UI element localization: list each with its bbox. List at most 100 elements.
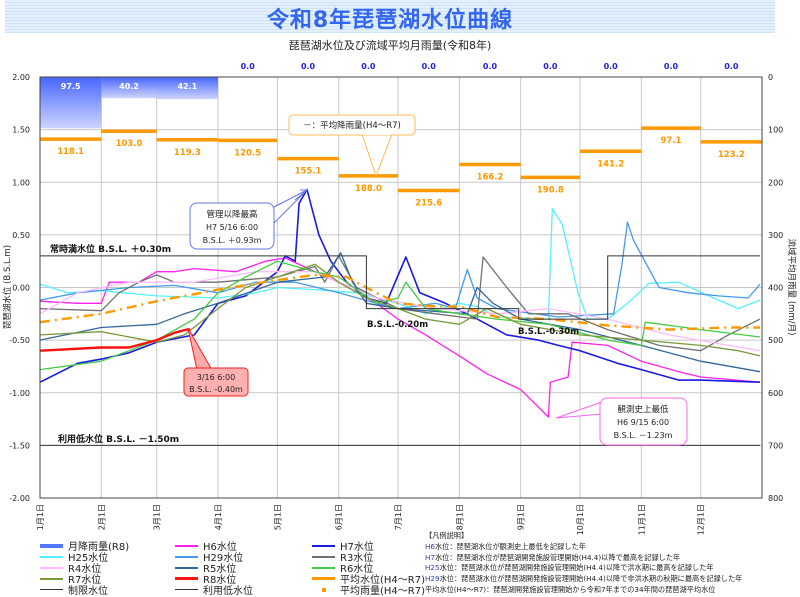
min-level-callout: 観測史上最低 H6 9/15 6:00 B.S.L. －1.23m [555,397,688,446]
series-H6水位 [39,257,761,418]
series-R8水位 [39,328,191,352]
rain-r8-label: 0.0 [422,62,437,71]
legend-label: R8水位 [203,575,237,586]
legend-item: 利用低水位 [175,584,253,597]
legend-label: R5水位 [203,564,237,575]
rain-r8-label: 40.2 [119,82,139,91]
max-level-callout: 管理以降最高 H7 5/16 6:00 B.S.L. ＋0.93m [189,189,309,250]
r8-callout: 3/16 6:00 B.S.L. -0.40m [183,327,249,397]
y-tick-label: 2.00 [12,73,30,82]
legend-swatch [175,589,198,590]
avg-rain-callout: －：平均降雨量(H4～R7) [288,114,416,178]
legend-item: H29水位 [175,551,243,564]
rain-avg-label: 215.6 [415,198,442,208]
legend-item: H7水位 [312,540,374,553]
y2-tick-label: 300 [768,231,783,240]
y-tick-label: 0.50 [12,231,30,240]
legend-swatch [312,577,335,580]
legend-swatch [312,555,335,558]
x-tick-label: 12月1日 [697,504,706,535]
x-tick-label: 4月1日 [214,504,223,530]
y-axis-label: 琵琶湖水位 (B.S.L.m) [2,245,13,329]
legend-item: R4水位 [40,562,102,575]
legend-swatch [175,555,198,558]
rain-bar-r8 [40,77,102,129]
rain-avg-label: 123.2 [718,150,745,160]
rain-avg-label: 155.1 [295,167,322,177]
legend-label: 利用低水位 [203,586,253,597]
rain-r8-label: 0.0 [664,62,679,71]
y2-tick-label: 500 [768,336,783,345]
rain-bar-r8 [156,77,219,100]
legend-swatch [175,544,198,547]
legend-item: R5水位 [175,562,237,575]
chart-subtitle: 琵琶湖水位及び流域平均月雨量(令和8年) [288,39,492,52]
legend-label: H25水位 [68,553,109,564]
x-tick-label: 5月1日 [273,504,282,530]
legend-swatch [40,543,63,548]
svg-text:管理以降最高: 管理以降最高 [206,209,257,220]
series-平均水位(H4～R7) [39,273,760,331]
x-tick-label: 2月1日 [97,504,106,530]
svg-text:B.S.L. -0.40m: B.S.L. -0.40m [189,385,243,394]
y2-tick-label: 600 [768,389,783,398]
legend-swatch [40,589,63,590]
rain-r8-label: 0.0 [724,62,739,71]
rain-avg-label: 141.2 [597,159,624,169]
y-tick-label: -1.00 [9,389,30,398]
y2-tick-label: 700 [768,441,783,450]
x-tick-label: 7月1日 [394,504,403,530]
rain-bar-r8 [101,77,157,99]
rain-r8-label: 97.5 [61,82,81,91]
y2-tick-label: 800 [768,494,783,503]
x-tick-label: 3月1日 [153,504,162,530]
legend-item: 月降雨量(R8) [40,540,129,553]
limit-summer-label: B.S.L.-0.20m [367,320,428,330]
page-title: 令和8年琵琶湖水位曲線 [266,8,514,33]
legend-label: H7水位 [340,542,374,553]
title-banner [5,0,775,33]
svg-text:－：平均降雨量(H4～R7): －：平均降雨量(H4～R7) [303,120,401,131]
rain-r8-label: 0.0 [483,62,498,71]
svg-text:観測史上最低: 観測史上最低 [617,404,669,415]
full-level-label: 常時満水位 B.S.L. ＋0.30m [50,243,171,255]
legend-swatch [312,566,335,569]
x-tick-label: 10月1日 [576,504,585,535]
notes-heading: 【凡例説明】 [425,531,469,540]
rain-r8-label: 42.1 [177,82,197,91]
y-tick-label: 1.50 [12,126,30,135]
legend-label: R4水位 [68,564,102,575]
svg-text:H6 9/15 6:00: H6 9/15 6:00 [617,418,669,427]
legend-item: R7水位 [40,573,102,586]
series-H7水位 [39,188,761,383]
rain-r8-label: 0.0 [604,62,619,71]
series-R6水位 [39,260,761,371]
note-item: H6水位：琵琶湖水位が観測史上最低を記録した年 [425,541,586,551]
rain-r8-label: 0.0 [241,62,256,71]
legend-label: R3水位 [340,553,374,564]
y-tick-label: 1.00 [12,178,30,187]
note-item: H7水位：琵琶湖水位が琵琶湖開発施設管理開始(H4.4)以降で最高を記録した年 [425,552,681,562]
x-tick-label: 9月1日 [517,504,526,530]
y2-tick-label: 0 [768,73,773,82]
rain-avg-label: 119.3 [174,148,201,158]
legend-swatch [312,544,335,547]
note-item: H25水位：琵琶湖水位が琵琶湖開発施設管理開始(H4.4)以降で洪水期に最高を記… [425,563,714,573]
legend-item: H6水位 [175,540,237,553]
rain-avg-label: 103.0 [116,139,143,149]
legend-item: R3水位 [312,551,374,564]
legend-label: R7水位 [68,575,102,586]
svg-text:3/16 6:00: 3/16 6:00 [197,373,235,382]
y2-axis-label: 流域平均月雨量 (mm/月) [786,239,797,336]
x-tick-label: 1月1日 [36,504,45,530]
series-制限水位 [40,255,760,320]
svg-text:B.S.L. ＋0.93m: B.S.L. ＋0.93m [203,236,262,245]
legend-item: R8水位 [175,573,237,586]
rain-avg-label: 120.5 [234,148,261,158]
y-tick-label: 0.00 [12,284,30,293]
legend-swatch [175,577,198,580]
rain-avg-label: 118.1 [57,147,84,157]
y2-tick-label: 100 [768,126,783,135]
legend-item: R6水位 [312,562,373,575]
